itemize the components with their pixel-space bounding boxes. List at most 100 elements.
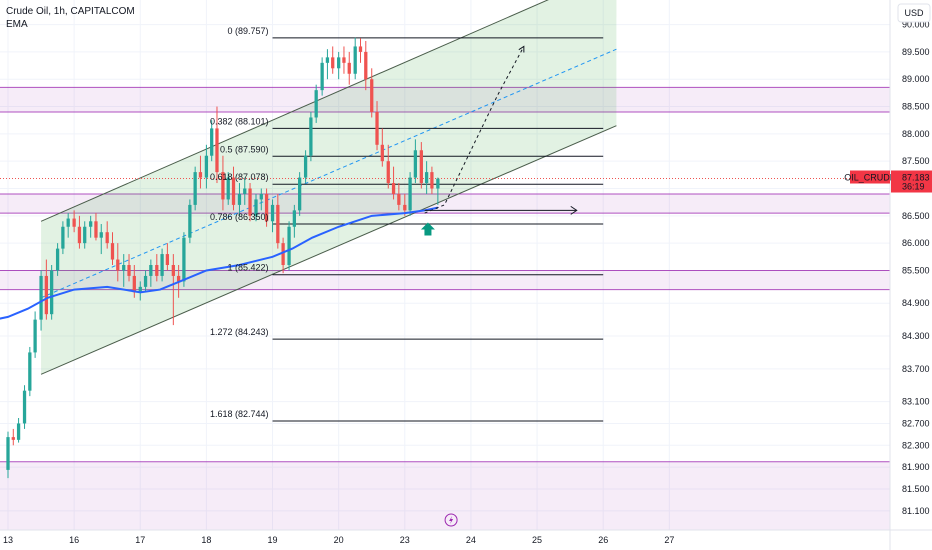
candle-body <box>22 390 27 424</box>
fib-level-label: 0.618 (87.078) <box>210 172 269 182</box>
candle-body <box>397 193 401 205</box>
price-tick-label: 89.000 <box>902 74 930 84</box>
price-tick-label: 85.500 <box>902 265 930 275</box>
candle-body <box>89 221 93 227</box>
candle-body <box>386 161 390 184</box>
price-tick-label: 87.500 <box>902 156 930 166</box>
price-tick-label: 83.100 <box>902 397 930 407</box>
candle-body <box>11 437 15 440</box>
candle-body <box>331 57 335 69</box>
candle-body <box>61 226 65 249</box>
candle-body <box>430 172 434 189</box>
price-tick-label: 81.100 <box>902 506 930 516</box>
fib-level-label: 0.5 (87.590) <box>220 144 269 154</box>
ema-line <box>0 206 439 320</box>
price-tick-label: 90.000 <box>902 20 930 30</box>
symbol-tag <box>850 170 890 184</box>
candle-body <box>16 423 21 440</box>
price-tick-label: 82.700 <box>902 418 930 428</box>
price-tick-label: 82.300 <box>902 440 930 450</box>
candle-body <box>353 46 357 74</box>
candle-body <box>270 204 275 222</box>
fib-level-label: 0 (89.757) <box>228 26 269 36</box>
candle-body <box>215 128 219 173</box>
fib-level-label: 1.272 (84.243) <box>210 327 269 337</box>
candle-body <box>424 172 429 184</box>
candle-body <box>171 265 175 276</box>
candle-body <box>210 128 214 156</box>
candle-body <box>143 275 148 287</box>
candle-body <box>6 437 10 470</box>
support-zone <box>0 87 890 113</box>
candle-body <box>193 172 197 205</box>
fib-level-label: 1.618 (82.744) <box>210 409 269 419</box>
candle-body <box>50 270 54 315</box>
candle-body <box>155 265 159 276</box>
candle-body <box>342 57 346 63</box>
candle-body <box>243 188 247 194</box>
candle-body <box>160 254 164 276</box>
candle-body <box>226 177 230 200</box>
candle-body <box>66 218 70 227</box>
price-tag-value: 87.183 <box>902 173 930 183</box>
candle-body <box>254 199 258 216</box>
time-tick-label: 26 <box>598 535 608 545</box>
currency-button-label[interactable]: USD <box>904 8 924 18</box>
time-tick-label: 24 <box>466 535 476 545</box>
time-tick-label: 19 <box>268 535 278 545</box>
symbol-tag-label: OIL_CRUDE <box>844 173 896 183</box>
price-tick-label: 86.000 <box>902 238 930 248</box>
candle-body <box>165 254 170 265</box>
candle-body <box>132 275 136 293</box>
candle-body <box>122 265 126 271</box>
price-tick-label: 89.500 <box>902 47 930 57</box>
time-tick-label: 25 <box>532 535 542 545</box>
candle-body <box>292 210 296 227</box>
time-tick-label: 17 <box>135 535 145 545</box>
price-tick-label: 84.300 <box>902 331 930 341</box>
candle-body <box>231 177 236 205</box>
lightning-glyph <box>449 516 454 524</box>
indicator-label[interactable]: EMA <box>6 19 28 30</box>
candle-body <box>72 218 76 227</box>
candle-body <box>188 204 192 238</box>
candle-body <box>94 221 98 238</box>
candle-body <box>364 51 368 80</box>
time-tick-label: 20 <box>334 535 344 545</box>
candle-body <box>44 275 48 315</box>
candle-body <box>375 112 379 145</box>
currency-button <box>897 3 931 23</box>
time-tick-label: 13 <box>3 535 13 545</box>
candle-body <box>325 57 330 63</box>
candle-body <box>358 46 363 52</box>
candle-body <box>105 232 109 244</box>
candle-body <box>391 183 396 194</box>
candle-body <box>436 178 440 189</box>
fib-level-label: 0.786 (86.350) <box>210 212 269 222</box>
candle-body <box>259 193 263 200</box>
candle-body <box>303 155 308 178</box>
candle-body <box>77 226 82 244</box>
candle-body <box>33 319 37 353</box>
price-tag-countdown: 36:19 <box>902 182 925 192</box>
price-tick-label: 88.000 <box>902 129 930 139</box>
projection-path <box>424 46 525 214</box>
candle-body <box>264 193 269 222</box>
candle-body <box>110 243 115 260</box>
price-tick-label: 86.500 <box>902 211 930 221</box>
candle-body <box>320 62 324 91</box>
candle-body <box>138 286 142 293</box>
candle-body <box>408 177 412 211</box>
target-arrow-head <box>570 205 578 215</box>
candle-body <box>127 265 131 276</box>
buy-arrow-icon <box>420 222 435 236</box>
chart-title: Crude Oil, 1h, CAPITALCOM <box>6 6 135 17</box>
candle-body <box>281 243 285 265</box>
candle-body <box>198 172 203 178</box>
legend: Crude Oil, 1h, CAPITALCOM EMA <box>6 5 135 31</box>
candle-body <box>116 259 120 271</box>
time-tick-label: 23 <box>400 535 410 545</box>
price-tick-label: 88.500 <box>902 102 930 112</box>
